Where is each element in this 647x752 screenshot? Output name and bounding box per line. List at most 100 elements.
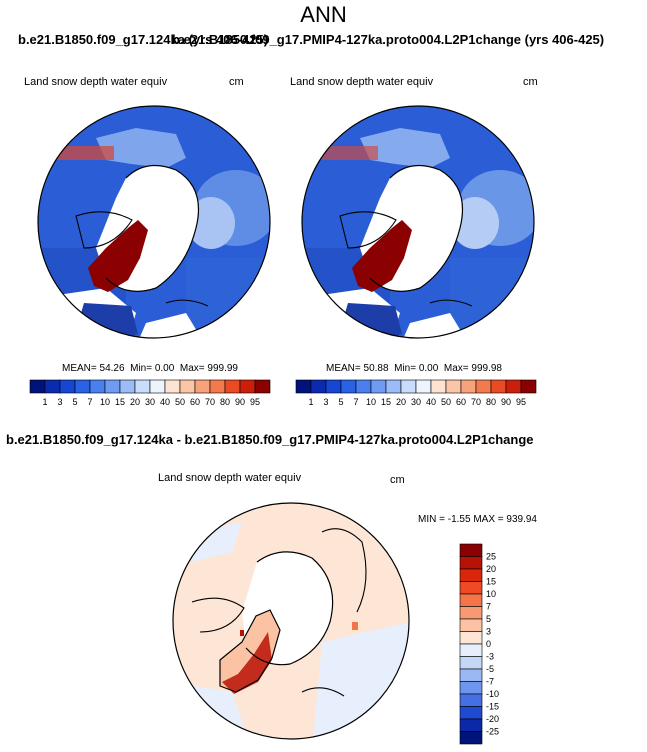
diff-colorbar-swatch: [459, 593, 483, 607]
panel-2-colorbar-tick-label: 80: [486, 397, 496, 407]
diff-colorbar-swatch: [459, 618, 483, 632]
panel-1-max-label: Max=: [179, 363, 205, 374]
diff-colorbar-swatch: [459, 581, 483, 595]
panel-2-colorbar-tick-label: 40: [426, 397, 436, 407]
diff-colorbar-swatch: [459, 568, 483, 582]
diff-colorbar-swatch: [459, 693, 483, 707]
panel-1-colorbar-swatch: [239, 379, 256, 394]
panel-2-colorbar-swatch: [295, 379, 312, 394]
panel-1-colorbar-swatch: [74, 379, 91, 394]
diff-colorbar-tick-label: 3: [486, 627, 491, 637]
panel-2-colorbar-tick-label: 60: [456, 397, 466, 407]
panel-2-colorbar-swatch: [445, 379, 462, 394]
panel-2-colorbar-swatch: [520, 379, 537, 394]
panel-2-colorbar-tick-label: 50: [441, 397, 451, 407]
diff-max-value: 939.94: [506, 514, 537, 525]
diff-colorbar-swatch: [459, 706, 483, 720]
panel-2-colorbar-swatch: [475, 379, 492, 394]
panel-1-colorbar-tick-label: 20: [130, 397, 140, 407]
panel-1-colorbar-swatch: [134, 379, 151, 394]
diff-colorbar-swatch: [459, 643, 483, 657]
diff-colorbar-tick-label: 20: [486, 564, 496, 574]
panel-2-colorbar-swatch: [370, 379, 387, 394]
panel-1-header: b.e21.B1850.f09_g17.124ka (yrs 406-425): [18, 32, 269, 47]
diff-variable-label: Land snow depth water equiv: [158, 472, 302, 484]
panel-2-colorbar-tick-label: 15: [381, 397, 391, 407]
panel-2-colorbar-swatch: [310, 379, 327, 394]
panel-1-colorbar: 1 3 5 7 10 15 20 30 40 50 60 70 80 90 95: [29, 379, 271, 407]
diff-colorbar-tick-label: -7: [486, 677, 494, 687]
panel-2-mean-label: MEAN=: [326, 363, 361, 374]
diff-colorbar-tick-label: 0: [486, 639, 491, 649]
panel-2-colorbar-swatch: [430, 379, 447, 394]
panel-2-colorbar-swatch: [490, 379, 507, 394]
panel-1-colorbar-swatch: [29, 379, 46, 394]
diff-colorbar-swatch: [459, 543, 483, 557]
diff-min-label: MIN =: [418, 514, 445, 525]
panel-2-colorbar-tick-label: 3: [323, 397, 328, 407]
panel-1-colorbar-tick-label: 40: [160, 397, 170, 407]
diff-max-label: MAX =: [473, 514, 504, 525]
panel-1-polar-map: [37, 105, 271, 339]
diff-colorbar-tick-label: -10: [486, 689, 499, 699]
panel-1-colorbar-tick-label: 7: [87, 397, 92, 407]
panel-2-colorbar-tick-label: 70: [471, 397, 481, 407]
panel-2-variable-label: Land snow depth water equiv: [290, 76, 434, 88]
panel-1-colorbar-swatch: [104, 379, 121, 394]
panel-1-colorbar-swatch: [149, 379, 166, 394]
panel-1-colorbar-tick-label: 30: [145, 397, 155, 407]
panel-2-colorbar-swatch: [385, 379, 402, 394]
panel-1-colorbar-swatch: [44, 379, 61, 394]
diff-polar-map: [172, 502, 410, 740]
panel-1-colorbar-tick-label: 70: [205, 397, 215, 407]
diff-colorbar-swatch: [459, 668, 483, 682]
panel-2-mean-value: 50.88: [363, 363, 389, 374]
diff-min-max: MIN = -1.55 MAX = 939.94: [418, 514, 537, 525]
diff-colorbar-swatch: [459, 681, 483, 695]
panel-2-colorbar-swatch: [325, 379, 342, 394]
diff-colorbar-tick-label: -25: [486, 727, 499, 737]
panel-2-header: b.e21.B1850.f09_g17.PMIP4-127ka.proto004…: [172, 32, 605, 47]
panel-1-colorbar-tick-label: 15: [115, 397, 125, 407]
panel-1-mean-label: MEAN=: [62, 363, 97, 374]
diff-colorbar-swatch: [459, 631, 483, 645]
diff-colorbar-tick-label: -5: [486, 664, 494, 674]
diff-colorbar-swatch: [459, 556, 483, 570]
panel-2-min-value: 0.00: [418, 363, 439, 374]
panel-2-colorbar-swatch: [400, 379, 417, 394]
diff-colorbar-swatch: [459, 731, 483, 745]
panel-1-units: cm: [229, 76, 244, 88]
panel-1-colorbar-tick-label: 5: [72, 397, 77, 407]
panel-1-colorbar-tick-label: 10: [100, 397, 110, 407]
diff-units: cm: [390, 474, 405, 486]
diff-colorbar-tick-label: 10: [486, 589, 496, 599]
diff-colorbar: 25 20 15 10 7 5 3 0 -3 -5 -7 -10 -15 -20 -25: [459, 543, 499, 745]
panel-1-stats: MEAN= 54.26 Min= 0.00 Max= 999.99: [62, 363, 238, 374]
panel-1-colorbar-swatch: [119, 379, 136, 394]
panel-2-colorbar-tick-label: 90: [501, 397, 511, 407]
panel-2-polar-map: [301, 105, 535, 339]
panel-1-colorbar-tick-label: 3: [57, 397, 62, 407]
diff-header: b.e21.B1850.f09_g17.124ka - b.e21.B1850.…: [6, 432, 534, 447]
panel-2-colorbar-swatch: [340, 379, 357, 394]
panel-2-max-value: 999.98: [471, 363, 502, 374]
diff-colorbar-swatch: [459, 718, 483, 732]
panel-2-colorbar-swatch: [505, 379, 522, 394]
panel-1-colorbar-tick-label: 60: [190, 397, 200, 407]
diff-colorbar-tick-label: -3: [486, 652, 494, 662]
panel-2-colorbar-swatch: [460, 379, 477, 394]
panel-1-max-value: 999.99: [207, 363, 238, 374]
page-title: ANN: [300, 2, 347, 27]
panel-2-colorbar-tick-label: 1: [308, 397, 313, 407]
panel-1-colorbar-swatch: [254, 379, 271, 394]
panel-2-colorbar-swatch: [415, 379, 432, 394]
panel-1-colorbar-tick-label: 50: [175, 397, 185, 407]
panel-1-min-label: Min=: [130, 363, 153, 374]
panel-2-colorbar-swatch: [355, 379, 372, 394]
panel-2-colorbar-tick-label: 30: [411, 397, 421, 407]
panel-1-colorbar-swatch: [89, 379, 106, 394]
panel-1-colorbar-swatch: [179, 379, 196, 394]
panel-1-colorbar-tick-label: 90: [235, 397, 245, 407]
panel-1-variable-label: Land snow depth water equiv: [24, 76, 168, 88]
panel-1-mean-value: 54.26: [99, 363, 125, 374]
